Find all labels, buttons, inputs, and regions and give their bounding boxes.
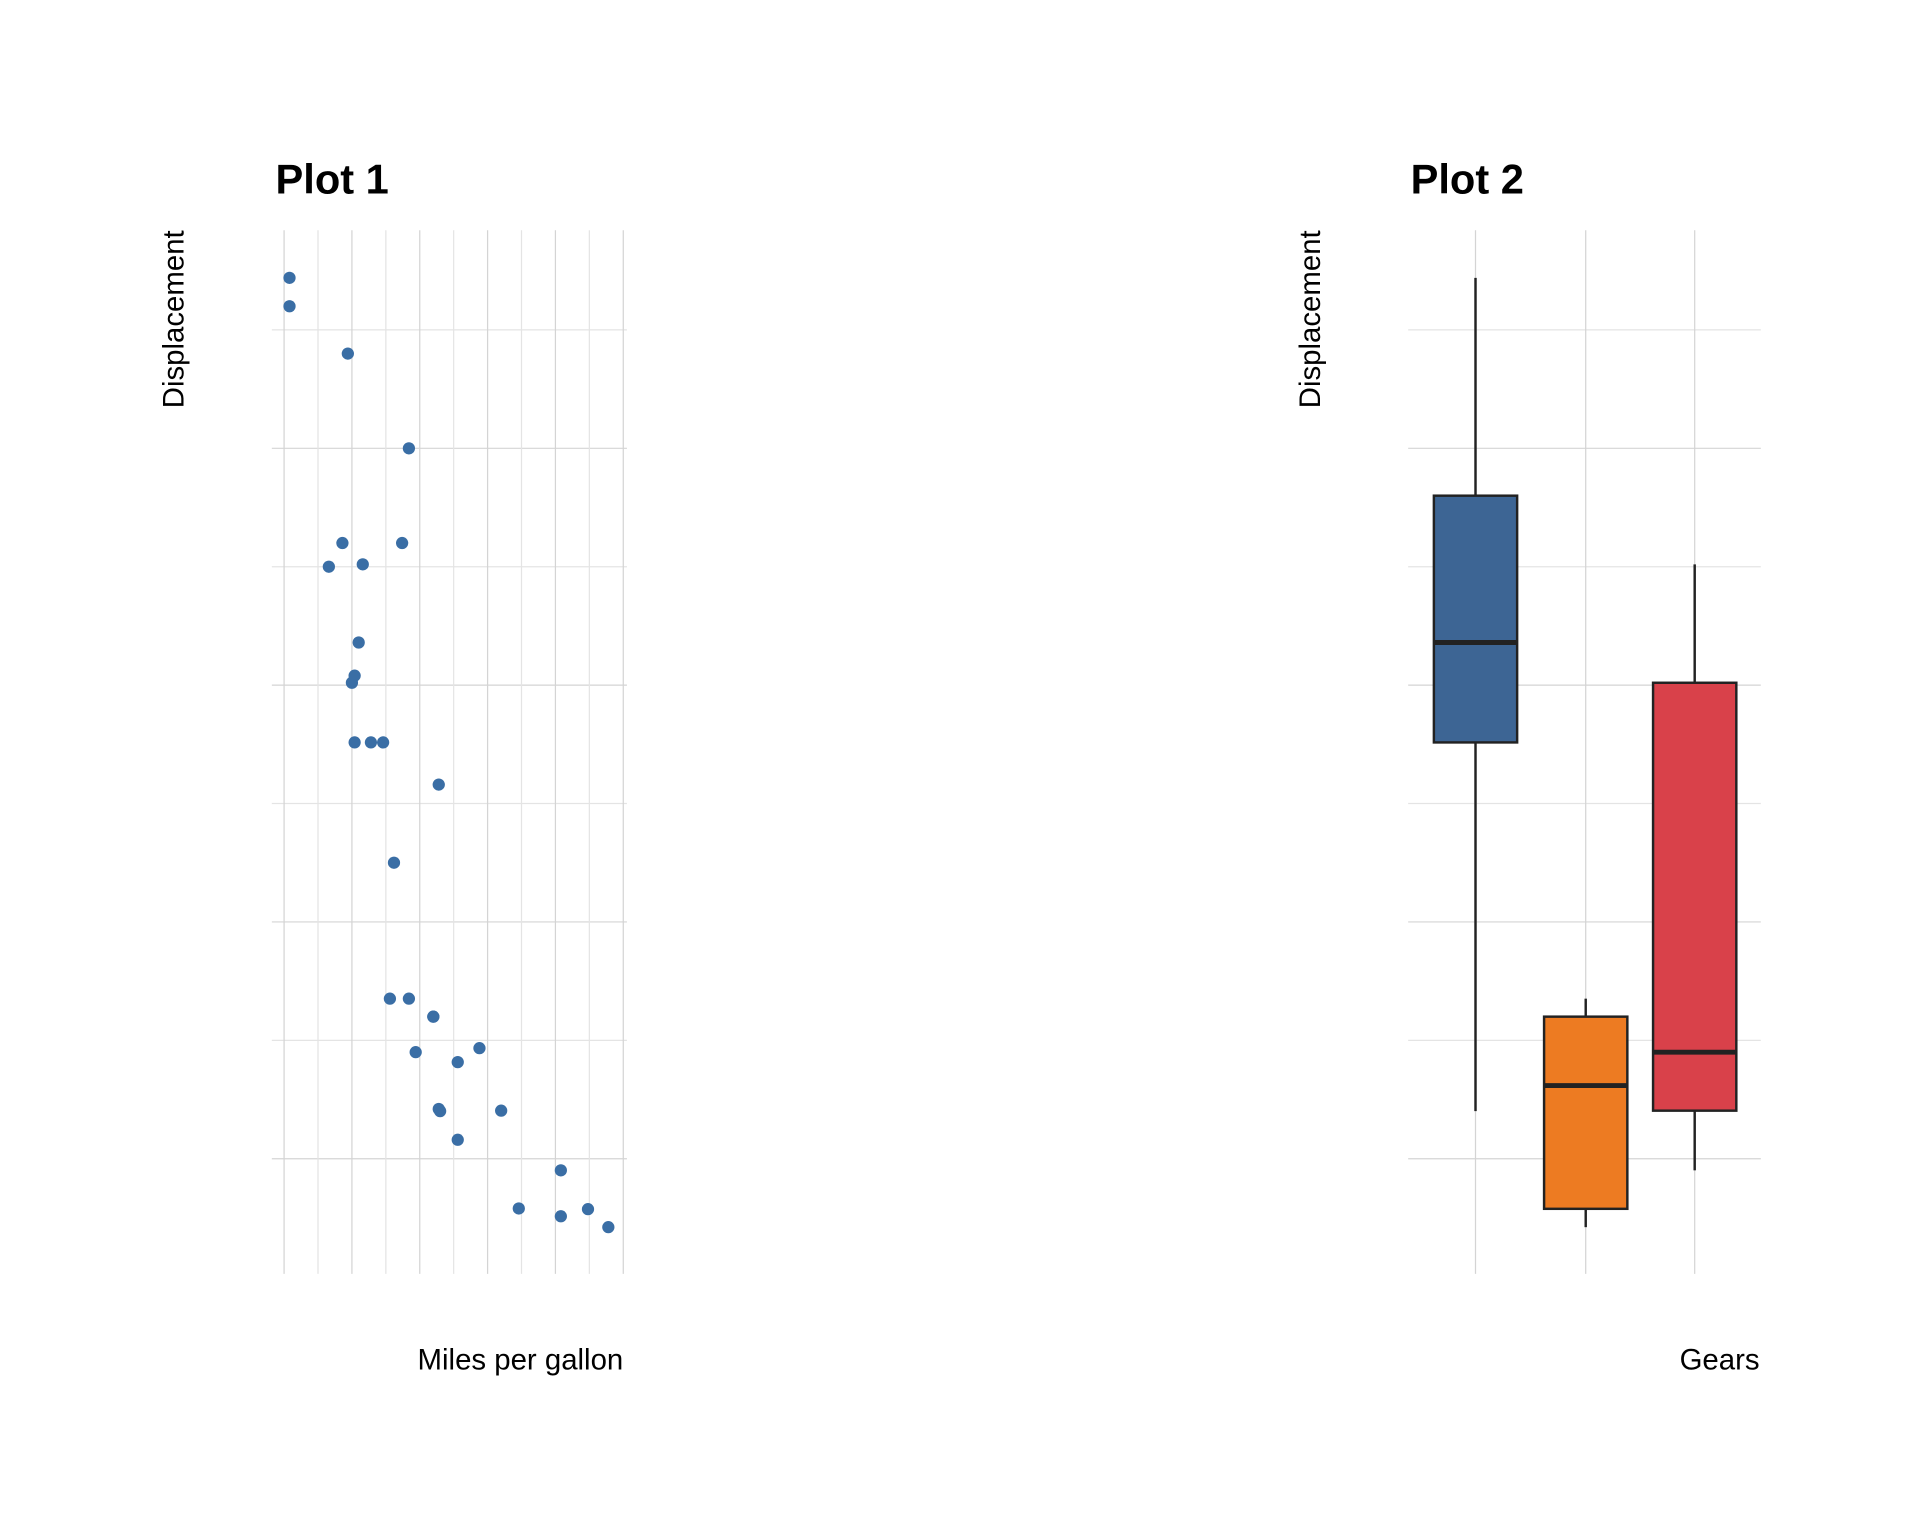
data-point bbox=[402, 992, 416, 1005]
data-point bbox=[322, 560, 335, 573]
data-point bbox=[409, 1046, 422, 1059]
plot-2-y-label: Displacement bbox=[1294, 230, 1327, 408]
box-gear-3 bbox=[1432, 277, 1519, 1112]
data-point bbox=[554, 1210, 567, 1223]
data-point bbox=[512, 1202, 525, 1215]
plot-2-title: Plot 2 bbox=[1411, 156, 1524, 203]
data-point bbox=[336, 536, 349, 550]
data-point bbox=[432, 778, 445, 791]
data-point bbox=[377, 736, 390, 749]
data-point bbox=[383, 992, 397, 1005]
data-point bbox=[602, 1221, 615, 1234]
data-point bbox=[402, 442, 416, 455]
data-point bbox=[451, 1133, 464, 1146]
data-point bbox=[554, 1164, 567, 1177]
data-point bbox=[283, 271, 296, 284]
data-point bbox=[473, 1042, 486, 1055]
box-iqr bbox=[1651, 681, 1738, 1112]
data-point bbox=[387, 856, 401, 869]
data-point bbox=[352, 636, 365, 649]
data-point bbox=[364, 736, 378, 749]
data-point bbox=[432, 1102, 445, 1116]
box-iqr bbox=[1432, 494, 1519, 744]
data-point bbox=[581, 1203, 595, 1216]
data-point bbox=[395, 536, 409, 550]
plot-1-y-label: Displacement bbox=[158, 230, 191, 408]
data-point bbox=[451, 1055, 464, 1069]
box-gear-5 bbox=[1651, 564, 1738, 1171]
data-point bbox=[427, 1010, 440, 1023]
data-point bbox=[348, 736, 361, 749]
data-point bbox=[495, 1104, 508, 1117]
box-gear-4 bbox=[1542, 998, 1629, 1228]
plot-1-title: Plot 1 bbox=[276, 156, 389, 203]
plot-1-x-label: Miles per gallon bbox=[418, 1343, 624, 1376]
data-point bbox=[283, 300, 296, 313]
data-point bbox=[341, 347, 354, 360]
plot-2: Plot 2 Gears Displacement bbox=[1294, 156, 1761, 1376]
data-point bbox=[345, 676, 359, 689]
data-point bbox=[356, 558, 369, 571]
box-iqr bbox=[1542, 1015, 1629, 1211]
plot-2-x-label: Gears bbox=[1680, 1343, 1760, 1376]
plot-1: Plot 1 Miles per gallon Displacement bbox=[158, 156, 627, 1376]
